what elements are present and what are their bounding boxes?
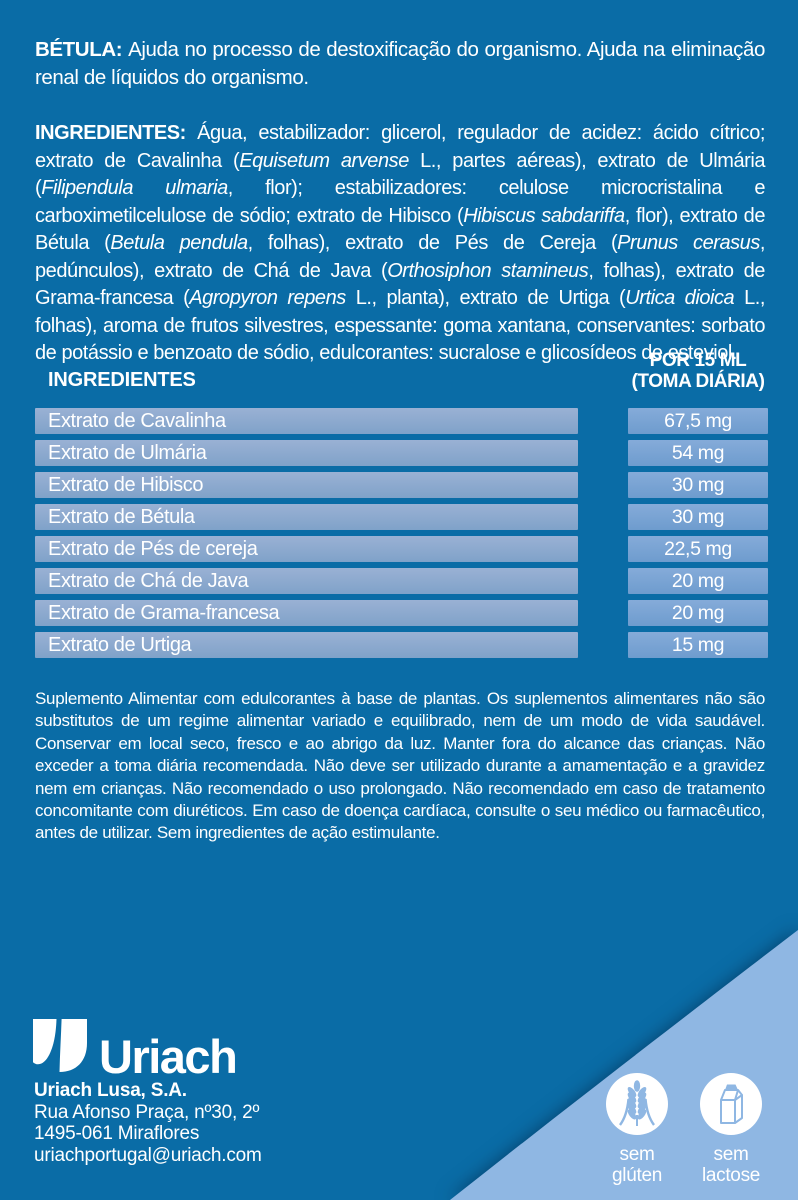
uriach-wordmark: Uriach xyxy=(99,1030,238,1083)
table-row: Extrato de Hibisco 30 mg xyxy=(35,472,768,498)
lactose-free-badge: sem lactose xyxy=(699,1073,763,1186)
company-name: Uriach Lusa, S.A. xyxy=(34,1080,187,1101)
ingredient-name: Extrato de Pés de cereja xyxy=(35,536,578,562)
table-row: Extrato de Grama-francesa 20 mg xyxy=(35,600,768,626)
ingredient-amount: 30 mg xyxy=(628,504,768,530)
ingredient-amount: 20 mg xyxy=(628,568,768,594)
company-address-block: Uriach Lusa, S.A. Rua Afonso Praça, nº30… xyxy=(34,1080,262,1166)
disclaimer-paragraph: Suplemento Alimentar com edulcorantes à … xyxy=(35,689,765,843)
uriach-u-logo-icon xyxy=(33,1019,87,1072)
address-line-1: Rua Afonso Praça, nº30, 2º xyxy=(34,1101,260,1123)
ingredient-amount: 20 mg xyxy=(628,600,768,626)
lactose-free-label: sem lactose xyxy=(701,1144,761,1186)
ingredient-amount: 15 mg xyxy=(628,632,768,658)
ingredients-paragraph: INGREDIENTES: Água, estabilizador: glice… xyxy=(35,122,766,364)
ingredient-name: Extrato de Hibisco xyxy=(35,472,578,498)
ingredient-amount: 67,5 mg xyxy=(628,408,768,434)
table-row: Extrato de Bétula 30 mg xyxy=(35,504,768,530)
table-row: Extrato de Cavalinha 67,5 mg xyxy=(35,408,768,434)
table-header-ingredients: INGREDIENTES xyxy=(48,369,196,391)
table-row: Extrato de Pés de cereja 22,5 mg xyxy=(35,536,768,562)
ingredient-name: Extrato de Grama-francesa xyxy=(35,600,578,626)
table-row: Extrato de Chá de Java 20 mg xyxy=(35,568,768,594)
address-line-2: 1495-061 Miraflores xyxy=(34,1123,200,1145)
gluten-free-badge: sem glúten xyxy=(605,1073,669,1186)
product-claim-paragraph: BÉTULA: Ajuda no processo de destoxifica… xyxy=(35,38,765,89)
ingredients-table-header: INGREDIENTES POR 15 ML (TOMA DIÁRIA) xyxy=(35,350,768,392)
milk-carton-icon xyxy=(700,1073,762,1135)
table-row: Extrato de Urtiga 15 mg xyxy=(35,632,768,658)
dose-header-line1: POR 15 ML xyxy=(649,350,747,371)
table-row: Extrato de Ulmária 54 mg xyxy=(35,440,768,466)
table-header-dose: POR 15 ML (TOMA DIÁRIA) xyxy=(628,350,768,392)
ingredient-name: Extrato de Ulmária xyxy=(35,440,578,466)
wheat-icon xyxy=(606,1073,668,1135)
ingredient-amount: 22,5 mg xyxy=(628,536,768,562)
ingredient-amount: 30 mg xyxy=(628,472,768,498)
ingredient-name: Extrato de Urtiga xyxy=(35,632,578,658)
ingredient-name: Extrato de Cavalinha xyxy=(35,408,578,434)
ingredient-name: Extrato de Bétula xyxy=(35,504,578,530)
dose-header-line2: (TOMA DIÁRIA) xyxy=(631,371,765,392)
ingredient-amount: 54 mg xyxy=(628,440,768,466)
company-email: uriachportugal@uriach.com xyxy=(34,1144,262,1166)
gluten-free-label: sem glúten xyxy=(612,1144,662,1186)
ingredients-table: Extrato de Cavalinha 67,5 mg Extrato de Ul… xyxy=(35,408,768,664)
ingredient-name: Extrato de Chá de Java xyxy=(35,568,578,594)
